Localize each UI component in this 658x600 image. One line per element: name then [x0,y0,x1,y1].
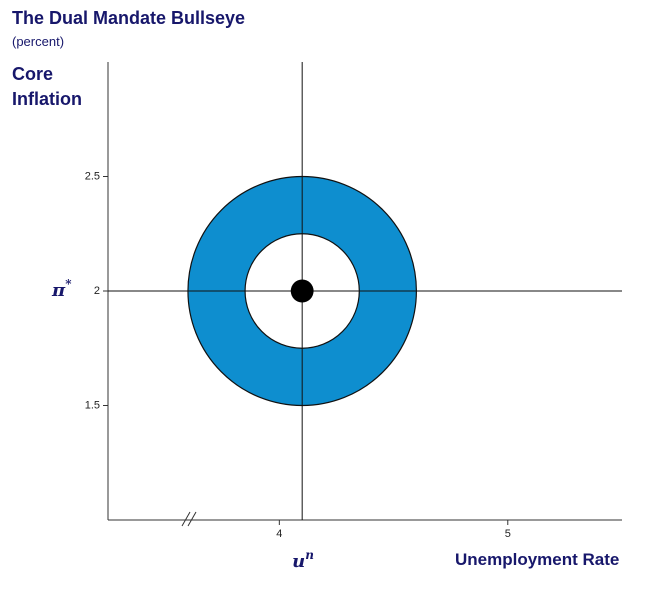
x-target-symbol: u [292,551,305,572]
y-tick-label: 2.5 [85,170,100,182]
y-target-sup: * [65,277,72,291]
target-dot [290,279,314,303]
x-axis-label: Unemployment Rate [455,550,620,569]
y-target-label: π* [51,277,72,302]
y-tick-label: 2 [94,285,100,297]
x-target-label: un [292,548,314,573]
y-axis-label: Core Inflation [12,64,82,109]
chart-subtitle: (percent) [12,34,65,49]
x-tick-label: 4 [276,528,282,540]
chart-title: The Dual Mandate Bullseye [12,8,246,28]
axis-break [181,511,197,527]
x-target-sup: n [305,548,314,562]
x-tick-label: 5 [505,528,511,540]
y-target-symbol: π [51,280,66,301]
y-tick-label: 1.5 [85,399,100,411]
